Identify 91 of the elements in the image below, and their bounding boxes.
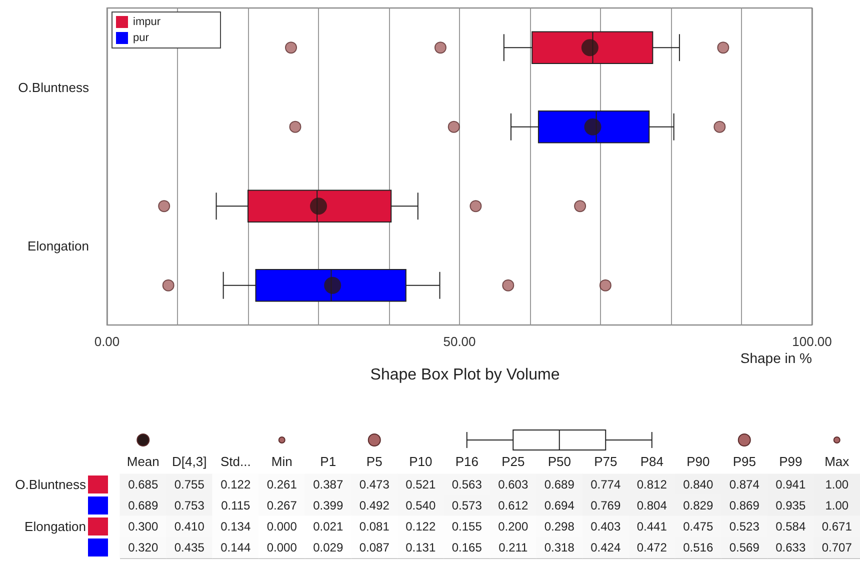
data-label: 0.753 bbox=[174, 498, 205, 512]
data-label: 0.298 bbox=[544, 520, 575, 534]
x-tick-label: 0.00 bbox=[94, 334, 120, 349]
data-label: 0.516 bbox=[683, 540, 714, 554]
data-label: 0.029 bbox=[313, 540, 344, 554]
data-label: 0.200 bbox=[498, 520, 528, 534]
data-label: 0.087 bbox=[359, 540, 390, 554]
data-label: 0.122 bbox=[406, 520, 436, 534]
data-label: 0.492 bbox=[359, 498, 390, 512]
data-label: 0.403 bbox=[590, 520, 621, 534]
text: Shape Box Plot by Volume bbox=[370, 366, 560, 384]
data-label: 0.689 bbox=[544, 478, 575, 492]
data-label: 0.000 bbox=[266, 520, 298, 534]
data-label: 0.612 bbox=[498, 498, 528, 512]
data-label: 0.941 bbox=[776, 478, 806, 492]
data-label: 0.472 bbox=[636, 540, 668, 554]
x-tick-label: P90 bbox=[686, 454, 710, 469]
data-label: 0.874 bbox=[729, 478, 760, 492]
data-label: 0.473 bbox=[359, 478, 390, 492]
x-tick-label: 50.00 bbox=[443, 334, 476, 349]
x-tick-label: Mean bbox=[126, 454, 160, 469]
data-label: 0.829 bbox=[683, 498, 714, 512]
data-label: 0.267 bbox=[266, 498, 298, 512]
legend-label: impur bbox=[133, 16, 161, 28]
x-tick-label: P1 bbox=[320, 454, 336, 469]
data-label: 0.689 bbox=[128, 498, 158, 512]
data-label: 0.122 bbox=[220, 478, 251, 492]
data-label: 1.00 bbox=[825, 478, 849, 492]
data-label: 0.804 bbox=[636, 498, 668, 512]
data-label: 0.573 bbox=[452, 498, 482, 512]
x-tick-label: P99 bbox=[779, 454, 802, 469]
data-label: 0.211 bbox=[498, 540, 528, 554]
data-label: 0.144 bbox=[220, 540, 251, 554]
data-label: 0.840 bbox=[683, 478, 714, 492]
legend-label: pur bbox=[133, 32, 150, 44]
data-label: 0.115 bbox=[221, 498, 251, 512]
x-tick-label: Min bbox=[271, 454, 292, 469]
data-label: 0.540 bbox=[406, 498, 436, 512]
x-tick-label: P50 bbox=[548, 454, 571, 469]
data-label: 0.869 bbox=[729, 498, 760, 512]
y-tick-label: Elongation bbox=[28, 238, 89, 254]
y-tick-label: Elongation bbox=[24, 519, 86, 534]
x-tick-label: D[4,3] bbox=[172, 454, 207, 469]
data-label: 0.000 bbox=[266, 540, 298, 554]
data-label: 0.707 bbox=[822, 540, 852, 554]
x-tick-label: P10 bbox=[409, 454, 432, 469]
data-label: 0.131 bbox=[406, 540, 436, 554]
x-tick-label: Max bbox=[824, 454, 850, 469]
data-label: 0.435 bbox=[174, 540, 205, 554]
data-label: 0.755 bbox=[174, 478, 205, 492]
data-label: 0.081 bbox=[359, 520, 390, 534]
x-tick-label: P75 bbox=[594, 454, 618, 469]
x-tick-label: P25 bbox=[502, 454, 525, 469]
data-label: 0.584 bbox=[776, 520, 806, 534]
data-label: 0.812 bbox=[636, 478, 668, 492]
data-label: 0.410 bbox=[174, 520, 205, 534]
data-label: 0.603 bbox=[498, 478, 528, 492]
x-axis-title: Shape in % bbox=[740, 350, 812, 366]
data-label: 0.155 bbox=[452, 520, 482, 534]
data-label: 0.387 bbox=[313, 478, 344, 492]
data-label: 0.441 bbox=[636, 520, 668, 534]
data-label: 1.00 bbox=[825, 498, 849, 512]
data-label: 0.685 bbox=[128, 478, 158, 492]
data-label: 0.475 bbox=[683, 520, 714, 534]
x-tick-label: 100.00 bbox=[792, 334, 832, 349]
x-tick-label: P84 bbox=[640, 454, 664, 469]
x-tick-label: P95 bbox=[732, 454, 756, 469]
data-label: 0.134 bbox=[220, 520, 251, 534]
data-label: 0.694 bbox=[544, 498, 575, 512]
data-label: 0.523 bbox=[729, 520, 760, 534]
data-label: 0.769 bbox=[590, 498, 621, 512]
x-tick-label: P5 bbox=[366, 454, 382, 469]
data-label: 0.261 bbox=[266, 478, 298, 492]
data-label: 0.935 bbox=[776, 498, 806, 512]
data-label: 0.318 bbox=[544, 540, 575, 554]
data-label: 0.521 bbox=[406, 478, 436, 492]
y-tick-label: O.Bluntness bbox=[18, 80, 90, 95]
data-label: 0.633 bbox=[776, 540, 806, 554]
x-tick-label: Std... bbox=[220, 454, 251, 469]
data-label: 0.671 bbox=[822, 520, 852, 534]
data-label: 0.399 bbox=[313, 498, 344, 512]
data-label: 0.563 bbox=[452, 478, 482, 492]
data-label: 0.021 bbox=[313, 520, 344, 534]
y-tick-label: O.Bluntness bbox=[15, 477, 86, 492]
data-label: 0.300 bbox=[128, 520, 158, 534]
data-label: 0.424 bbox=[590, 540, 621, 554]
data-label: 0.320 bbox=[128, 540, 158, 554]
data-label: 0.569 bbox=[729, 540, 760, 554]
data-label: 0.165 bbox=[452, 540, 482, 554]
data-label: 0.774 bbox=[590, 478, 621, 492]
x-tick-label: P16 bbox=[455, 454, 478, 469]
